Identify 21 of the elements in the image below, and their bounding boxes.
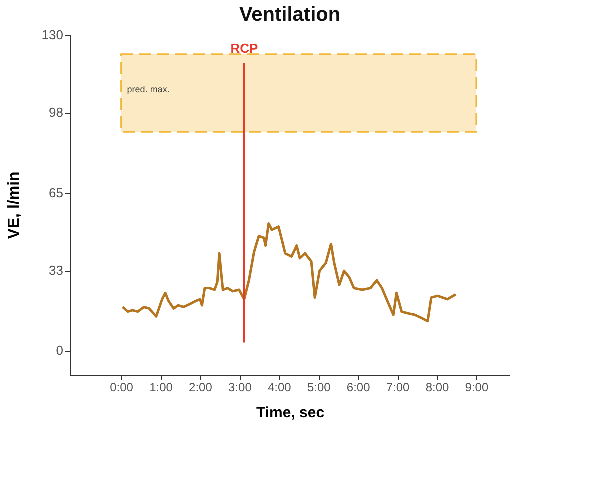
x-tick-label: 2:00 bbox=[189, 380, 213, 394]
chart-title: Ventilation bbox=[239, 4, 341, 26]
y-tick-label: 130 bbox=[42, 28, 64, 42]
x-tick-label: 0:00 bbox=[110, 380, 134, 394]
y-axis-title: VE, l/min bbox=[6, 172, 23, 240]
x-tick-label: 6:00 bbox=[346, 380, 371, 394]
y-tick-label: 65 bbox=[49, 185, 64, 200]
ref-line-label: RCP bbox=[230, 41, 258, 56]
line-series bbox=[122, 222, 458, 323]
x-tick-label: 7:00 bbox=[386, 380, 410, 394]
band-label: pred. max. bbox=[127, 84, 170, 94]
x-tick-label: 4:00 bbox=[268, 380, 292, 394]
x-tick-label: 3:00 bbox=[228, 380, 252, 394]
x-tick-label: 1:00 bbox=[150, 380, 174, 394]
y-tick-label: 33 bbox=[49, 263, 64, 278]
y-tick-label: 98 bbox=[49, 105, 64, 120]
x-tick-label: 9:00 bbox=[465, 380, 489, 394]
y-tick-label: 0 bbox=[56, 343, 64, 358]
x-axis-title: Time, sec bbox=[256, 404, 325, 422]
x-tick-label: 8:00 bbox=[426, 380, 450, 394]
x-tick-label: 5:00 bbox=[307, 380, 332, 394]
